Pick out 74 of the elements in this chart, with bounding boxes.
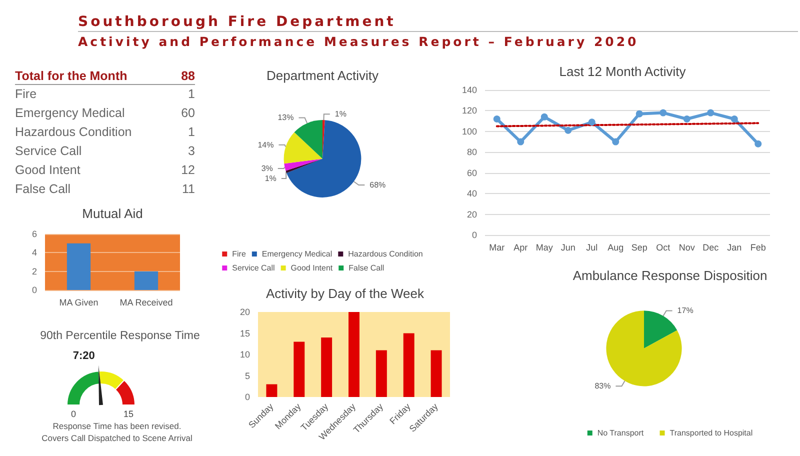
x-tick-label: Jul [586,242,598,252]
y-tick-label: 40 [466,188,477,199]
category-label: Fire [15,86,38,103]
legend-label: No Transport [597,428,644,438]
data-label: 13% [278,113,294,122]
category-label: Hazardous Condition [15,124,133,141]
y-tick-label: 15 [240,328,250,338]
data-label: 1% [334,110,346,119]
chart-title: Activity by Day of the Week [266,286,424,301]
x-tick-label: Aug [608,242,624,252]
x-tick-label: MA Given [59,298,98,308]
chart-title: Ambulance Response Disposition [572,268,768,283]
y-tick-label: 10 [240,350,250,360]
x-tick-label: Sep [631,242,648,252]
y-tick-label: 2 [32,266,37,276]
legend-label: False Call [348,264,384,272]
y-tick-label: 6 [32,229,37,239]
text: 90th Percentile Response Time [40,330,200,342]
text: Response Time has been revised. [52,421,182,431]
legend-label: Emergency Medical [262,250,332,258]
x-tick-label: May [536,242,554,252]
chart-title: Department Activity [266,68,379,83]
data-label: 60 [180,105,195,122]
x-tick-label: Mar [489,242,505,252]
legend-label: Fire [232,250,246,258]
y-tick-label: 140 [462,85,477,95]
y-tick-label: 0 [32,285,37,295]
text: Southborough Fire Department [78,14,397,30]
x-tick-label: Jan [727,242,742,252]
x-tick-label: Oct [656,242,671,252]
y-tick-label: 20 [240,307,250,317]
chart-title: Last 12 Month Activity [559,64,686,79]
data-label: 68% [370,180,386,190]
y-tick-label: 60 [466,168,477,178]
x-tick-label: MA Received [120,298,173,308]
y-tick-label: 20 [466,209,477,220]
x-tick-label: Nov [678,242,696,252]
x-tick-label: Jun [560,242,576,252]
data-label: 11 [181,181,195,198]
category-label: False Call [15,181,72,198]
data-label: 1 [187,124,195,141]
data-label: 3 [187,143,195,160]
text: Covers Call Dispatched to Scene Arrival [42,433,192,443]
text: 15 [123,409,134,419]
legend-label: Service Call [232,264,276,272]
y-tick-label: 0 [472,230,477,240]
legend-label: Transported to Hospital [670,428,753,438]
x-tick-label: Dec [702,242,720,252]
legend-label: Good Intent [290,264,334,272]
y-tick-label: 100 [462,126,477,136]
text: Total for the Month [15,68,176,84]
data-label: 1 [187,86,195,103]
data-label: 1% [264,174,276,183]
text: Activity and Performance Measures Report – February 2020 [78,31,798,49]
x-tick-label: Feb [750,242,766,252]
chart-title: Mutual Aid [82,206,143,221]
data-label: 12 [180,162,195,179]
category-label: Good Intent [15,162,82,179]
y-tick-label: 80 [466,147,477,158]
legend-label: Hazardous Condition [348,250,423,258]
y-tick-label: 120 [462,106,477,116]
data-label: 3% [261,164,273,173]
y-tick-label: 4 [32,248,37,258]
y-tick-label: 5 [244,370,250,381]
y-tick-label: 0 [244,392,250,402]
data-label: 17% [677,306,694,316]
data-label: 14% [258,140,274,150]
text: 0 [70,409,76,419]
data-label: 83% [594,382,611,391]
x-tick-label: Apr [514,242,528,252]
category-label: Emergency Medical [15,105,126,122]
category-label: Service Call [15,143,83,160]
text: 88 [176,68,195,84]
text: 7:20 [72,350,95,362]
